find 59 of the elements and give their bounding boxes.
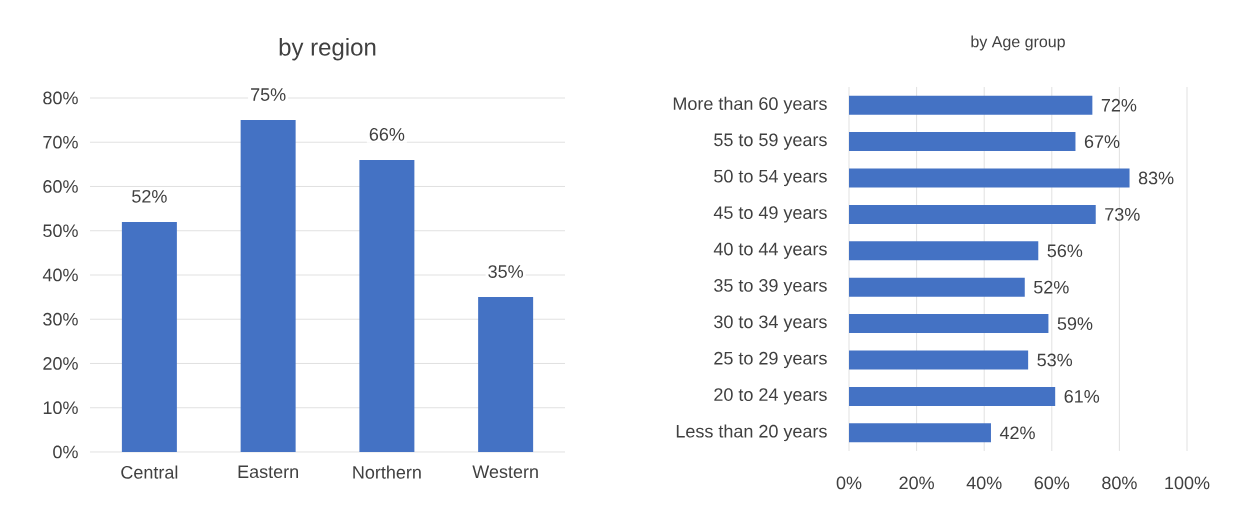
y-tick-label: 50 to 54 years <box>714 169 827 187</box>
y-tick-label: 30% <box>43 312 78 326</box>
data-label: 42% <box>999 426 1035 440</box>
x-tick-label: 80% <box>1102 476 1137 490</box>
bar <box>849 168 1130 188</box>
x-tick-label: 20% <box>899 476 934 490</box>
y-tick-label: 40 to 44 years <box>713 242 827 259</box>
data-label: 53% <box>1037 353 1073 367</box>
data-label: 56% <box>1047 244 1083 258</box>
data-label: 75% <box>251 88 286 101</box>
y-tick-label: 20 to 24 years <box>714 388 827 405</box>
y-tick-label: 10% <box>43 401 78 415</box>
data-label: 59% <box>1057 317 1093 330</box>
bar <box>849 132 1076 152</box>
y-tick-label: 40% <box>42 268 78 282</box>
data-label: 73% <box>1105 208 1140 221</box>
x-tick-label: 40% <box>966 476 1002 490</box>
bar <box>849 277 1025 297</box>
y-tick-label: 60% <box>43 180 78 193</box>
bar <box>849 350 1029 370</box>
y-tick-label: 0% <box>53 445 78 459</box>
bar <box>849 241 1039 261</box>
y-tick-label: 45 to 49 years <box>713 206 827 223</box>
data-label: 83% <box>1138 171 1174 185</box>
y-tick-label: 50% <box>43 224 78 238</box>
x-tick-label: 100% <box>1165 476 1210 490</box>
data-label: 61% <box>1064 390 1100 403</box>
data-label: 52% <box>132 189 167 203</box>
y-tick-label: 20% <box>43 357 78 370</box>
x-tick-label: Central <box>121 465 178 479</box>
y-tick-label: 25 to 29 years <box>714 351 827 369</box>
x-tick-label: Northern <box>353 465 421 479</box>
x-tick-label: Western <box>472 465 538 479</box>
x-tick-label: 0% <box>836 476 862 490</box>
y-tick-label: Less than 20 years <box>676 424 827 442</box>
y-tick-label: 55 to 59 years <box>714 133 827 150</box>
bar <box>849 423 991 443</box>
bar <box>849 314 1049 334</box>
y-tick-label: 30 to 34 years <box>714 315 827 332</box>
y-tick-label: 70% <box>43 135 78 149</box>
chart-title: by region <box>279 38 376 61</box>
data-label: 52% <box>1034 280 1069 294</box>
bar <box>240 120 296 452</box>
x-tick-label: 60% <box>1034 476 1070 490</box>
y-tick-label: More than 60 years <box>673 96 827 114</box>
data-label: 72% <box>1101 98 1137 112</box>
y-tick-label: 80% <box>43 91 78 105</box>
y-tick-label: 35 to 39 years <box>714 279 827 296</box>
data-label: 67% <box>1084 135 1120 148</box>
bar <box>849 204 1096 224</box>
bar <box>849 95 1093 115</box>
x-tick-label: Eastern <box>238 465 298 479</box>
data-label: 66% <box>369 127 405 141</box>
data-label: 35% <box>488 265 524 278</box>
chart-title: by Age group <box>971 35 1065 51</box>
bar <box>478 297 534 452</box>
bar <box>359 159 415 452</box>
bar <box>849 386 1056 406</box>
bar <box>121 221 177 452</box>
